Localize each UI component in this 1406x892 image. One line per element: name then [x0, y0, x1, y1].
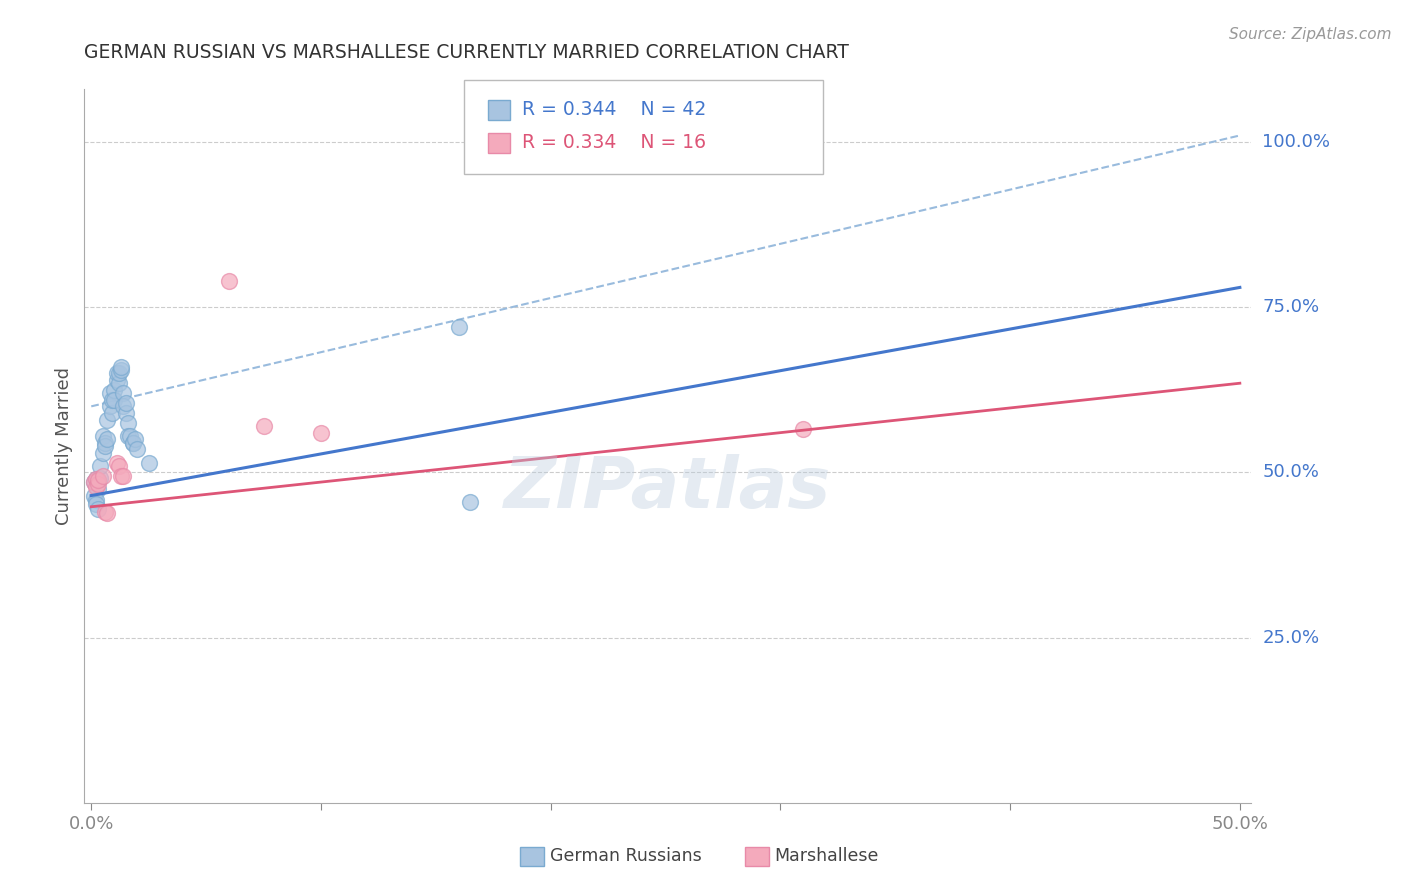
Point [112, 400, 135, 414]
Point [218, 274, 240, 288]
Point [89, 471, 111, 485]
Point [84, 472, 107, 486]
Point [120, 429, 142, 443]
Point [127, 442, 149, 457]
Text: 50.0%: 50.0% [1263, 464, 1319, 482]
Point [117, 416, 139, 430]
Point [83, 475, 105, 490]
Point [87, 474, 110, 488]
Point [110, 363, 132, 377]
Point [110, 359, 132, 374]
Text: ZIPatlas: ZIPatlas [505, 454, 831, 524]
Point [94, 435, 117, 450]
Point [121, 435, 143, 450]
Point [91, 429, 114, 443]
Point [124, 433, 146, 447]
Point [96, 433, 118, 447]
Point [309, 425, 332, 440]
Text: R = 0.344    N = 42: R = 0.344 N = 42 [522, 100, 706, 120]
Point [91, 468, 114, 483]
Point [94, 505, 117, 519]
Text: Marshallese: Marshallese [775, 847, 879, 865]
Text: 25.0%: 25.0% [1263, 629, 1320, 647]
Point [83, 475, 105, 490]
Point [252, 419, 274, 434]
Point [112, 386, 135, 401]
Point [458, 495, 481, 509]
Point [138, 456, 160, 470]
Point [87, 482, 110, 496]
Text: GERMAN RUSSIAN VS MARSHALLESE CURRENTLY MARRIED CORRELATION CHART: GERMAN RUSSIAN VS MARSHALLESE CURRENTLY … [84, 44, 849, 62]
Point [117, 429, 139, 443]
Point [89, 458, 111, 473]
Y-axis label: Currently Married: Currently Married [55, 367, 73, 525]
Point [96, 507, 118, 521]
Point [94, 439, 117, 453]
Point [98, 400, 121, 414]
Point [96, 412, 118, 426]
Point [84, 480, 107, 494]
Point [110, 468, 132, 483]
Point [121, 435, 143, 450]
Point [84, 472, 107, 486]
Point [108, 376, 131, 391]
Point [87, 501, 110, 516]
Point [792, 422, 814, 436]
Point [447, 320, 470, 334]
Point [87, 477, 110, 491]
Point [105, 367, 128, 381]
Point [103, 383, 125, 397]
Point [114, 396, 136, 410]
Text: German Russians: German Russians [550, 847, 702, 865]
Text: 100.0%: 100.0% [1263, 133, 1330, 151]
Point [98, 386, 121, 401]
Point [108, 458, 131, 473]
Text: R = 0.334    N = 16: R = 0.334 N = 16 [522, 133, 706, 153]
Point [103, 392, 125, 407]
Point [83, 489, 105, 503]
Point [84, 493, 107, 508]
Point [105, 456, 128, 470]
Point [84, 497, 107, 511]
Point [87, 474, 110, 488]
Text: Source: ZipAtlas.com: Source: ZipAtlas.com [1229, 27, 1392, 42]
Point [101, 392, 124, 407]
Point [101, 406, 124, 420]
Point [91, 445, 114, 459]
Point [105, 373, 128, 387]
Point [112, 468, 135, 483]
Point [114, 406, 136, 420]
Text: 75.0%: 75.0% [1263, 298, 1320, 317]
Point [108, 367, 131, 381]
